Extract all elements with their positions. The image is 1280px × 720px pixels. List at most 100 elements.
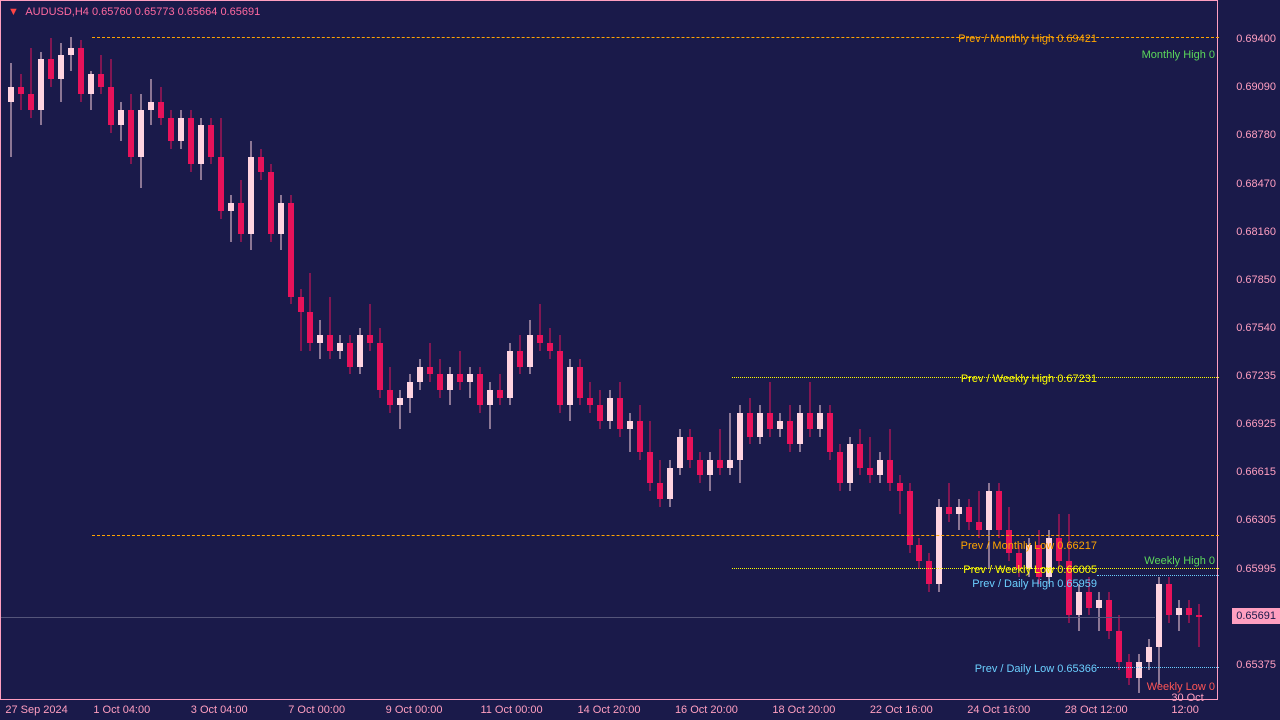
candle[interactable] — [907, 1, 913, 701]
candle[interactable] — [737, 1, 743, 701]
candle[interactable] — [817, 1, 823, 701]
candle[interactable] — [298, 1, 304, 701]
candle[interactable] — [367, 1, 373, 701]
candle[interactable] — [527, 1, 533, 701]
candle[interactable] — [897, 1, 903, 701]
candle[interactable] — [208, 1, 214, 701]
candle[interactable] — [1016, 1, 1022, 701]
candle[interactable] — [807, 1, 813, 701]
candle[interactable] — [956, 1, 962, 701]
candle[interactable] — [417, 1, 423, 701]
candle[interactable] — [88, 1, 94, 701]
candle[interactable] — [647, 1, 653, 701]
candle[interactable] — [887, 1, 893, 701]
candle[interactable] — [118, 1, 124, 701]
candle[interactable] — [407, 1, 413, 701]
candle[interactable] — [497, 1, 503, 701]
candle[interactable] — [427, 1, 433, 701]
candle[interactable] — [68, 1, 74, 701]
candle[interactable] — [238, 1, 244, 701]
candle[interactable] — [178, 1, 184, 701]
candle[interactable] — [1166, 1, 1172, 701]
candle[interactable] — [607, 1, 613, 701]
candle[interactable] — [677, 1, 683, 701]
candle[interactable] — [597, 1, 603, 701]
candle[interactable] — [58, 1, 64, 701]
candle[interactable] — [517, 1, 523, 701]
candle[interactable] — [567, 1, 573, 701]
candle[interactable] — [278, 1, 284, 701]
candle[interactable] — [1056, 1, 1062, 701]
candle[interactable] — [28, 1, 34, 701]
candle[interactable] — [288, 1, 294, 701]
candle[interactable] — [48, 1, 54, 701]
candle[interactable] — [248, 1, 254, 701]
candle[interactable] — [986, 1, 992, 701]
candle[interactable] — [18, 1, 24, 701]
candle[interactable] — [1136, 1, 1142, 701]
candle[interactable] — [837, 1, 843, 701]
candle[interactable] — [168, 1, 174, 701]
candle[interactable] — [108, 1, 114, 701]
candle[interactable] — [1116, 1, 1122, 701]
candle[interactable] — [158, 1, 164, 701]
candle[interactable] — [138, 1, 144, 701]
candle[interactable] — [926, 1, 932, 701]
candle[interactable] — [667, 1, 673, 701]
candle[interactable] — [1106, 1, 1112, 701]
candle[interactable] — [188, 1, 194, 701]
candle[interactable] — [1096, 1, 1102, 701]
plot-area[interactable]: Prev / Monthly High 0.69421Monthly High … — [0, 0, 1218, 700]
candle[interactable] — [657, 1, 663, 701]
candle[interactable] — [547, 1, 553, 701]
candle[interactable] — [377, 1, 383, 701]
candle[interactable] — [477, 1, 483, 701]
candle[interactable] — [767, 1, 773, 701]
candle[interactable] — [757, 1, 763, 701]
candle[interactable] — [78, 1, 84, 701]
candle[interactable] — [258, 1, 264, 701]
candle[interactable] — [1086, 1, 1092, 701]
candle[interactable] — [1196, 1, 1202, 701]
candle[interactable] — [38, 1, 44, 701]
candle[interactable] — [1066, 1, 1072, 701]
candle[interactable] — [916, 1, 922, 701]
candle[interactable] — [148, 1, 154, 701]
candle[interactable] — [228, 1, 234, 701]
candle[interactable] — [98, 1, 104, 701]
candle[interactable] — [1186, 1, 1192, 701]
candle[interactable] — [727, 1, 733, 701]
candle[interactable] — [966, 1, 972, 701]
candle[interactable] — [198, 1, 204, 701]
candle[interactable] — [507, 1, 513, 701]
candle[interactable] — [327, 1, 333, 701]
candle[interactable] — [467, 1, 473, 701]
candle[interactable] — [797, 1, 803, 701]
candle[interactable] — [747, 1, 753, 701]
candle[interactable] — [397, 1, 403, 701]
candle[interactable] — [337, 1, 343, 701]
candle[interactable] — [317, 1, 323, 701]
candle[interactable] — [777, 1, 783, 701]
candle[interactable] — [697, 1, 703, 701]
candle[interactable] — [827, 1, 833, 701]
candle[interactable] — [1036, 1, 1042, 701]
candle[interactable] — [857, 1, 863, 701]
candle[interactable] — [587, 1, 593, 701]
candle[interactable] — [637, 1, 643, 701]
candle[interactable] — [707, 1, 713, 701]
candle[interactable] — [936, 1, 942, 701]
candle[interactable] — [617, 1, 623, 701]
candle[interactable] — [487, 1, 493, 701]
candle[interactable] — [996, 1, 1002, 701]
candle[interactable] — [1026, 1, 1032, 701]
candle[interactable] — [1176, 1, 1182, 701]
candle[interactable] — [268, 1, 274, 701]
candle[interactable] — [357, 1, 363, 701]
candle[interactable] — [627, 1, 633, 701]
candle[interactable] — [1046, 1, 1052, 701]
candle[interactable] — [946, 1, 952, 701]
candle[interactable] — [307, 1, 313, 701]
candle[interactable] — [867, 1, 873, 701]
candle[interactable] — [387, 1, 393, 701]
